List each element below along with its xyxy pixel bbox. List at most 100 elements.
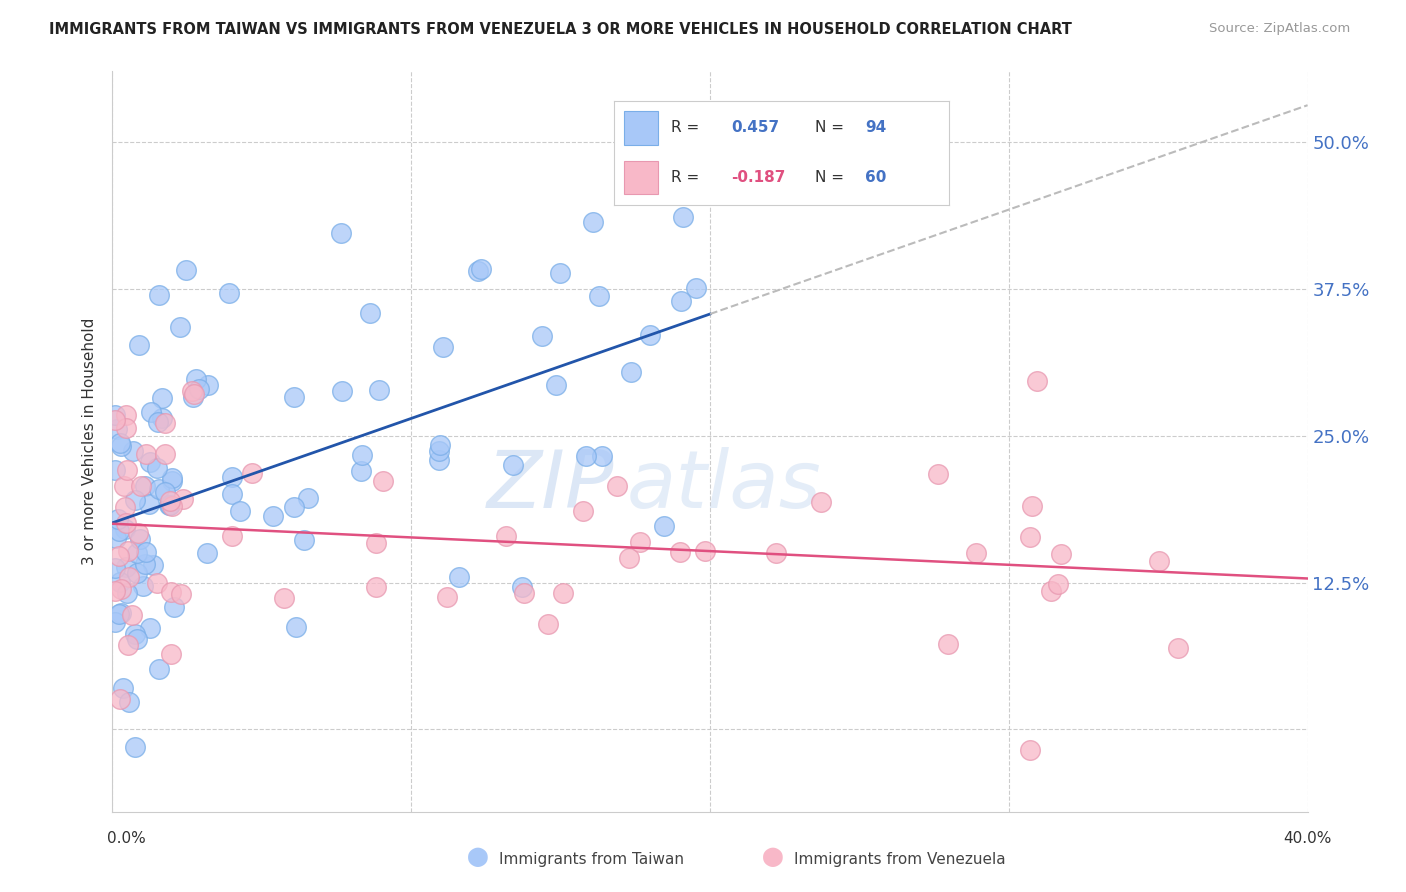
Point [157,498,180,512]
Point [150,391,173,405]
Point [108,607,131,621]
Point [108,436,131,450]
Point [138,498,160,512]
Point [350,464,373,478]
Text: atlas: atlas [627,447,821,525]
Point [292,533,315,547]
Point [148,482,170,496]
Point [114,500,136,514]
Point [965,546,987,560]
Point [160,499,183,513]
Point [1021,499,1043,513]
Point [115,586,138,600]
Point [122,444,145,458]
Point [104,463,127,477]
Point [115,462,138,476]
Point [427,453,450,467]
Point [693,543,716,558]
Point [1167,640,1189,655]
Point [159,498,181,512]
Point [628,534,651,549]
Point [283,500,305,514]
Point [221,487,243,501]
Point [672,210,695,224]
Point [139,621,162,635]
Point [669,293,692,308]
Point [131,578,153,592]
Point [104,584,127,599]
Text: ⬤: ⬤ [762,847,785,867]
Point [285,619,308,633]
Point [1046,577,1069,591]
Text: ⬤: ⬤ [467,847,489,867]
Point [108,549,131,563]
Point [160,474,183,488]
Point [188,382,211,396]
Point [1018,530,1040,544]
Point [160,585,183,599]
Point [121,607,143,622]
Point [447,569,470,583]
Point [110,582,132,596]
Point [240,467,263,481]
Point [221,470,243,484]
Point [159,647,181,661]
Point [229,504,252,518]
Point [765,546,787,560]
Point [148,288,170,302]
Point [510,580,533,594]
Point [127,546,149,560]
Point [124,627,146,641]
Point [513,586,536,600]
Point [548,266,571,280]
Point [108,524,131,539]
Point [427,444,450,458]
Point [429,438,451,452]
Point [495,529,517,543]
Point [169,320,191,334]
Point [620,365,643,379]
Point [367,383,389,397]
Point [129,478,152,492]
Point [108,574,131,589]
Text: 40.0%: 40.0% [1284,831,1331,846]
Point [364,580,387,594]
Point [685,281,707,295]
Point [352,448,374,462]
Text: Immigrants from Taiwan: Immigrants from Taiwan [499,852,685,867]
Point [588,288,610,302]
Point [104,412,127,426]
Point [108,692,131,706]
Point [273,591,295,605]
Point [150,411,173,425]
Point [139,455,162,469]
Point [654,519,676,533]
Point [153,484,176,499]
Point [155,447,177,461]
Point [160,470,183,484]
Point [159,493,181,508]
Point [142,558,165,573]
Point [172,492,194,507]
Point [810,495,832,509]
Point [359,306,381,320]
Point [134,478,156,492]
Point [638,328,661,343]
Point [536,617,558,632]
Point [470,261,492,276]
Point [606,479,628,493]
Point [135,545,157,559]
Point [619,551,641,566]
Y-axis label: 3 or more Vehicles in Household: 3 or more Vehicles in Household [82,318,97,566]
Point [330,384,353,398]
Point [125,632,148,647]
Point [104,615,127,630]
Point [146,576,169,591]
Point [124,740,146,755]
Point [114,522,136,536]
Point [112,681,135,695]
Point [118,569,141,583]
Point [125,566,148,580]
Point [118,695,141,709]
Point [1050,547,1073,561]
